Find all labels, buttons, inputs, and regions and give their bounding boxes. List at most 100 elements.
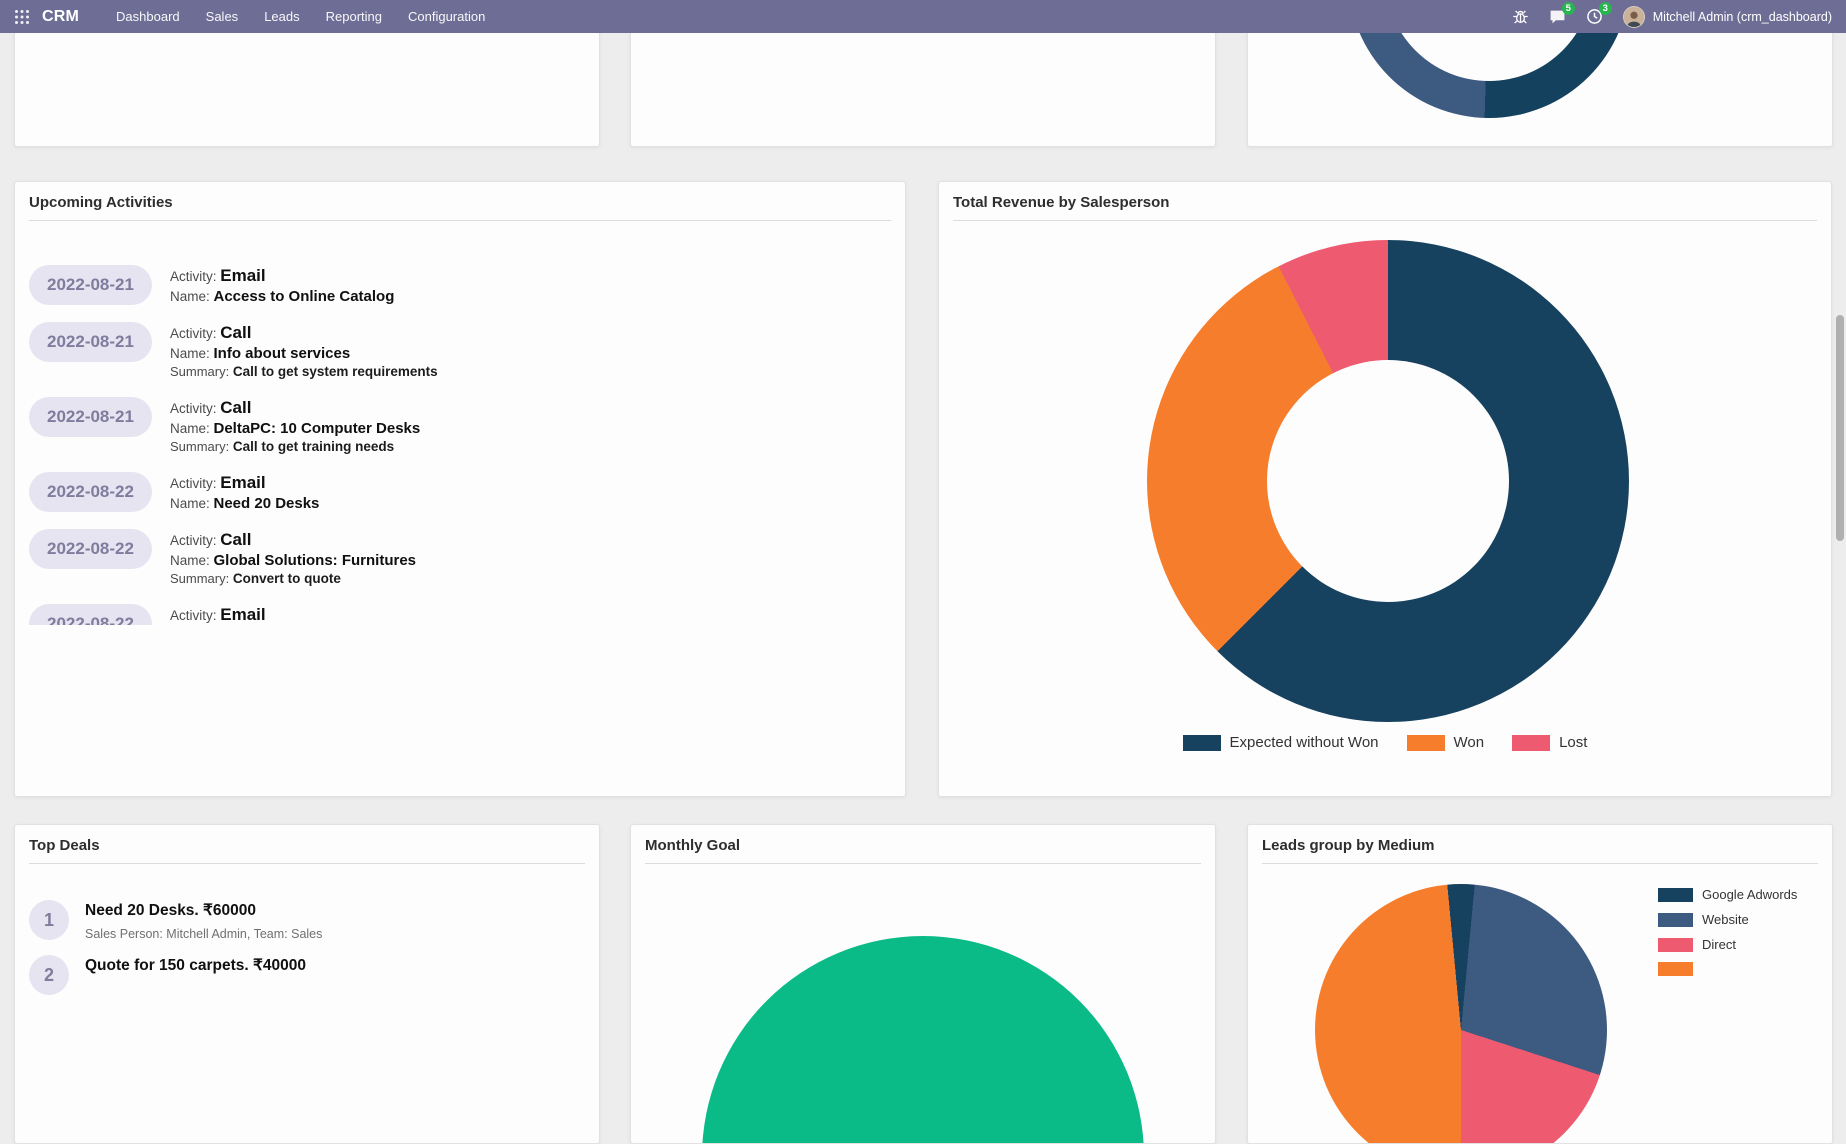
legend-item-lost[interactable]: Lost — [1512, 734, 1587, 751]
legend-swatch — [1658, 937, 1693, 952]
activity-item[interactable]: 2022-08-21 Activity: Email Name: Access … — [29, 265, 891, 306]
deal-rank-badge: 1 — [29, 900, 69, 940]
card-monthly-goal: Monthly Goal — [630, 824, 1216, 1144]
activity-label: Activity: — [169, 476, 217, 491]
divider — [29, 863, 585, 864]
card-top-deals: Top Deals 1 Need 20 Desks. ₹60000 Sales … — [14, 824, 600, 1144]
legend-swatch — [1658, 887, 1693, 902]
messages-count-badge: 5 — [1561, 2, 1575, 15]
activity-date-badge: 2022-08-21 — [29, 322, 152, 362]
legend-swatch — [1182, 734, 1221, 751]
activity-item[interactable]: 2022-08-22 Activity: Call Name: Global S… — [29, 529, 891, 588]
activity-label: Activity: — [169, 608, 217, 623]
activity-label: Activity: — [169, 401, 217, 416]
activity-details: Activity: Email Name: Need 20 Desks — [170, 472, 319, 513]
card-leads-by-medium: Leads group by Medium Google Adwords Web… — [1247, 824, 1833, 1144]
divider — [645, 863, 1201, 864]
activity-item[interactable]: 2022-08-21 Activity: Call Name: Info abo… — [29, 322, 891, 381]
navbar-systray: 5 3 Mitchell Admin (crm_dashboard) — [1512, 2, 1832, 28]
card-title: Monthly Goal — [645, 837, 740, 854]
summary-label: Summary: — [169, 364, 230, 379]
card-upcoming-activities: Upcoming Activities 2022-08-21 Activity:… — [14, 181, 906, 797]
deal-item[interactable]: 2 Quote for 150 carpets. ₹40000 — [29, 955, 585, 995]
summary-label: Summary: — [169, 439, 230, 454]
activity-date-badge: 2022-08-21 — [29, 265, 152, 305]
card-title: Total Revenue by Salesperson — [953, 194, 1170, 211]
activity-name: Info about services — [213, 345, 351, 362]
legend-item-direct[interactable]: Direct — [1658, 937, 1797, 952]
legend-item-clipped[interactable] — [1658, 962, 1797, 976]
deal-rank-badge: 2 — [29, 955, 69, 995]
main-menu: Dashboard Sales Leads Reporting Configur… — [103, 0, 498, 33]
top-navbar: CRM Dashboard Sales Leads Reporting Conf… — [0, 0, 1846, 33]
legend-swatch — [1658, 962, 1693, 976]
activity-name: DeltaPC: 10 Computer Desks — [213, 420, 421, 437]
divider — [953, 220, 1817, 221]
card-title: Leads group by Medium — [1262, 837, 1435, 854]
menu-item-leads[interactable]: Leads — [264, 9, 300, 24]
activity-label: Activity: — [169, 326, 217, 341]
menu-item-dashboard[interactable]: Dashboard — [116, 9, 180, 24]
activity-type: Call — [220, 530, 252, 549]
legend-item-google-adwords[interactable]: Google Adwords — [1658, 887, 1797, 902]
activity-type: Call — [220, 398, 252, 417]
activity-item[interactable]: 2022-08-21 Activity: Call Name: DeltaPC:… — [29, 397, 891, 456]
activity-details: Activity: Call Name: DeltaPC: 10 Compute… — [170, 397, 420, 456]
name-label: Name: — [169, 289, 210, 304]
revenue-donut-chart[interactable] — [1147, 240, 1629, 722]
legend-label: Google Adwords — [1702, 887, 1798, 902]
activity-item[interactable]: 2022-08-22 Activity: Email Name: Need 20… — [29, 472, 891, 513]
name-label: Name: — [169, 553, 210, 568]
activity-summary: Convert to quote — [232, 571, 341, 586]
legend-label: Lost — [1559, 734, 1588, 751]
donut-hole — [1267, 360, 1509, 602]
card-title: Upcoming Activities — [29, 194, 173, 211]
menu-item-sales[interactable]: Sales — [205, 9, 239, 24]
activity-details: Activity: Call Name: Info about services… — [170, 322, 438, 381]
activity-date-badge: 2022-08-22 — [29, 604, 152, 625]
activity-item[interactable]: 2022-08-22 Activity: Email — [29, 604, 891, 625]
activity-details: Activity: Call Name: Global Solutions: F… — [170, 529, 416, 588]
menu-item-reporting[interactable]: Reporting — [325, 9, 382, 24]
activity-date-badge: 2022-08-21 — [29, 397, 152, 437]
monthly-goal-gauge-chart[interactable] — [702, 936, 1144, 1143]
user-menu[interactable]: Mitchell Admin (crm_dashboard) — [1622, 5, 1832, 28]
legend-swatch — [1658, 912, 1693, 927]
activity-summary: Call to get system requirements — [232, 364, 438, 379]
activity-type: Email — [220, 473, 266, 492]
activity-details: Activity: Email Name: Access to Online C… — [170, 265, 394, 306]
deal-title: Need 20 Desks. ₹60000 — [85, 902, 257, 919]
legend-item-expected[interactable]: Expected without Won — [1182, 734, 1379, 751]
name-label: Name: — [169, 496, 210, 511]
scrollbar-thumb[interactable] — [1836, 315, 1844, 541]
activity-date-badge: 2022-08-22 — [29, 529, 152, 569]
deal-subtitle: Sales Person: Mitchell Admin, Team: Sale… — [85, 927, 323, 941]
leads-medium-pie-chart[interactable] — [1315, 884, 1607, 1143]
app-name[interactable]: CRM — [42, 7, 80, 25]
activity-type: Call — [220, 323, 252, 342]
legend-item-website[interactable]: Website — [1658, 912, 1797, 927]
chart-legend: Google Adwords Website Direct — [1658, 887, 1797, 986]
deal-details: Need 20 Desks. ₹60000 Sales Person: Mitc… — [85, 900, 322, 941]
activities-clock-icon[interactable]: 3 — [1586, 2, 1612, 25]
user-name: Mitchell Admin (crm_dashboard) — [1652, 9, 1832, 24]
legend-label: Website — [1702, 912, 1749, 927]
activity-type: Email — [220, 605, 266, 624]
messages-icon[interactable]: 5 — [1549, 2, 1575, 25]
card-total-revenue: Total Revenue by Salesperson Expected wi… — [938, 181, 1832, 797]
card-title: Top Deals — [29, 837, 100, 854]
deal-item[interactable]: 1 Need 20 Desks. ₹60000 Sales Person: Mi… — [29, 900, 585, 941]
activity-label: Activity: — [169, 269, 217, 284]
activity-type: Email — [220, 266, 266, 285]
name-label: Name: — [169, 346, 210, 361]
legend-label: Expected without Won — [1229, 734, 1379, 751]
apps-grid-icon[interactable] — [14, 9, 30, 25]
legend-label: Won — [1453, 734, 1485, 751]
deals-list: 1 Need 20 Desks. ₹60000 Sales Person: Mi… — [29, 900, 585, 995]
legend-swatch — [1512, 734, 1551, 751]
menu-item-configuration[interactable]: Configuration — [407, 9, 486, 24]
legend-item-won[interactable]: Won — [1406, 734, 1485, 751]
debug-bug-icon[interactable] — [1512, 8, 1529, 25]
activity-name: Global Solutions: Furnitures — [213, 552, 417, 569]
activity-details: Activity: Email — [170, 604, 266, 625]
